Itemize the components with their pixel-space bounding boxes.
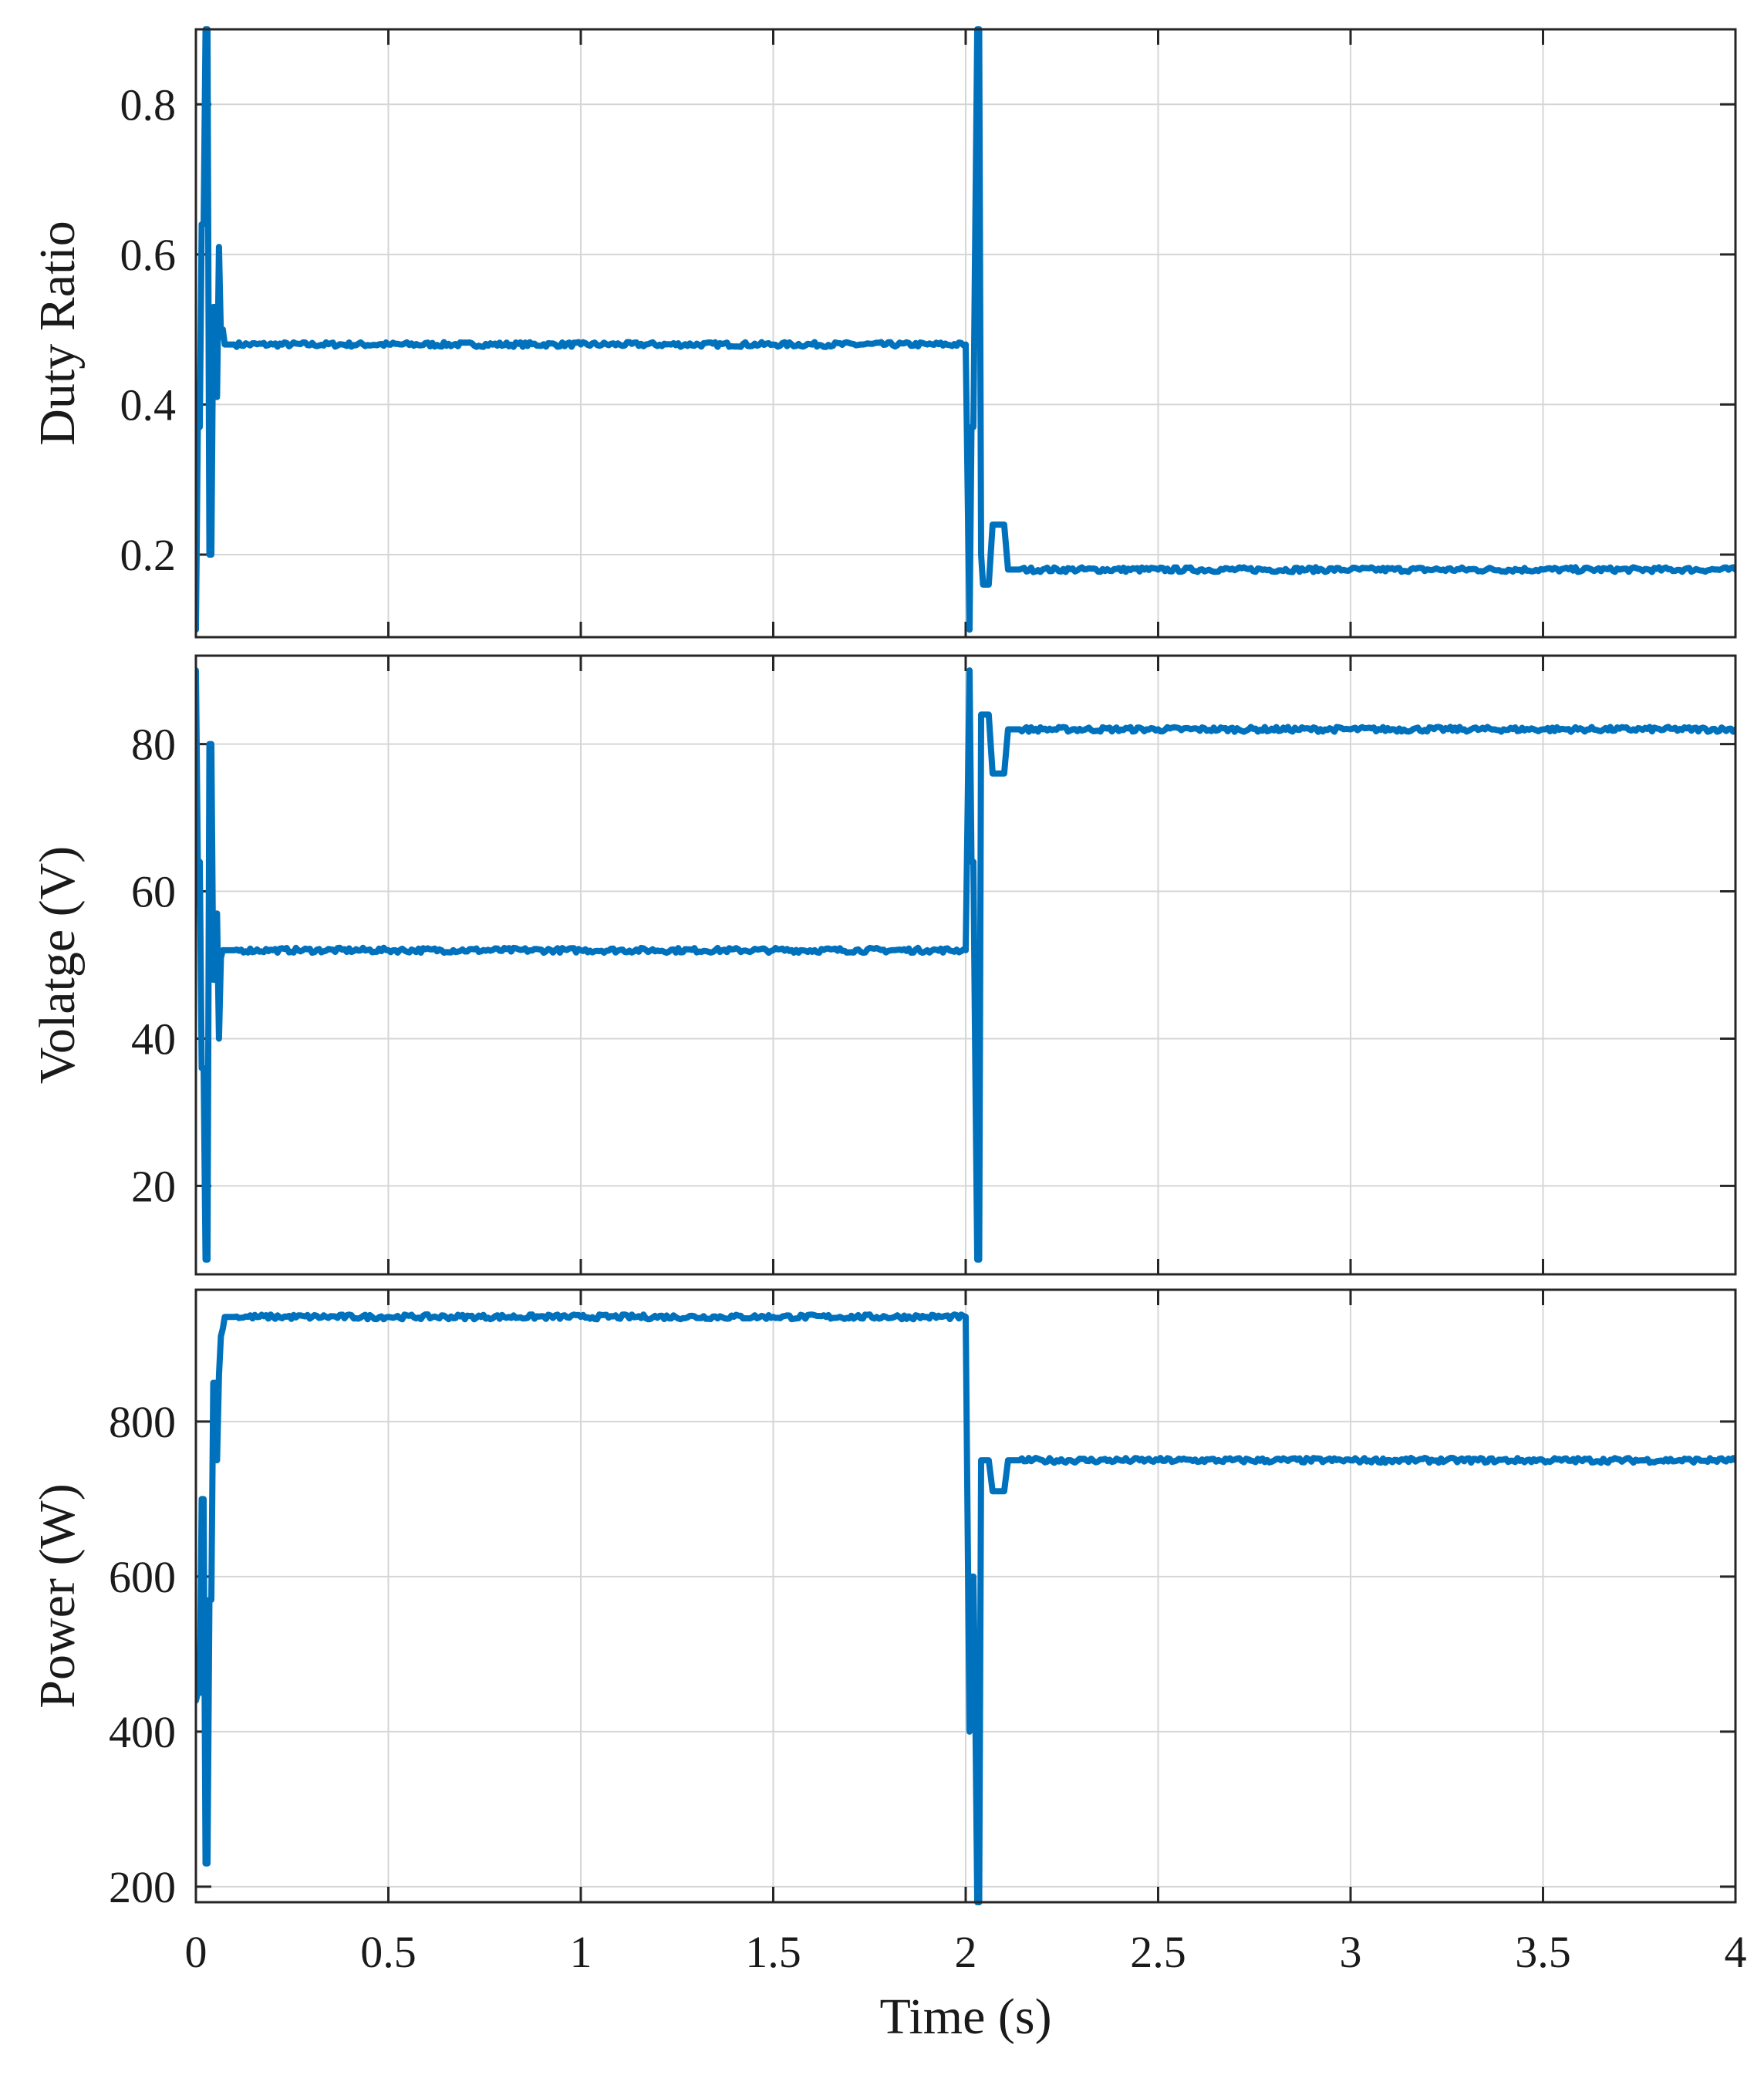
y-tick-label: 0.8: [120, 79, 177, 130]
x-axis-title: Time (s): [879, 1989, 1051, 2045]
y-tick-label: 200: [109, 1862, 176, 1912]
panel-1: 0.2 0.4 0.6 0.8 Duty Ratio: [29, 26, 1737, 639]
y-axis-title: Power (W): [29, 1483, 86, 1708]
y-tick-label: 0.4: [120, 380, 177, 430]
y-tick-label: 0.2: [120, 530, 177, 580]
x-tick-label: 3.5: [1515, 1927, 1571, 1977]
x-tick-label: 2: [955, 1927, 977, 1977]
axes-box: [194, 1288, 1737, 1904]
y-tick-label: 800: [109, 1397, 176, 1447]
panel-2: 20 40 60 80 Volatge (V): [29, 654, 1737, 1276]
axes-box: [194, 654, 1737, 1276]
x-tick-label: 0: [185, 1927, 207, 1977]
y-tick-label: 20: [131, 1161, 176, 1211]
x-tick-label: 4: [1725, 1927, 1747, 1977]
series-line: [196, 667, 1735, 1263]
x-tick-label: 1: [570, 1927, 592, 1977]
y-tick-label: 60: [131, 867, 176, 917]
x-tick-label: 1.5: [745, 1927, 801, 1977]
y-tick-label: 80: [131, 720, 176, 770]
y-axis-title: Volatge (V): [29, 846, 86, 1085]
series-line: [196, 26, 1735, 633]
panel-3: 200 400 600 800 0 0.5 1 1.5 2 2.5 3 3.5 4 Power (W) Ti…: [29, 1288, 1747, 2045]
x-tick-label: 0.5: [360, 1927, 417, 1977]
axes-box: [194, 28, 1737, 639]
y-tick-label: 400: [109, 1707, 176, 1757]
x-tick-label: 2.5: [1130, 1927, 1186, 1977]
y-axis-title: Duty Ratio: [29, 221, 86, 446]
y-tick-label: 600: [109, 1552, 176, 1602]
x-tick-label: 3: [1340, 1927, 1362, 1977]
series-line: [196, 1311, 1735, 1905]
y-tick-label: 0.6: [120, 230, 177, 280]
y-tick-label: 40: [131, 1014, 176, 1064]
